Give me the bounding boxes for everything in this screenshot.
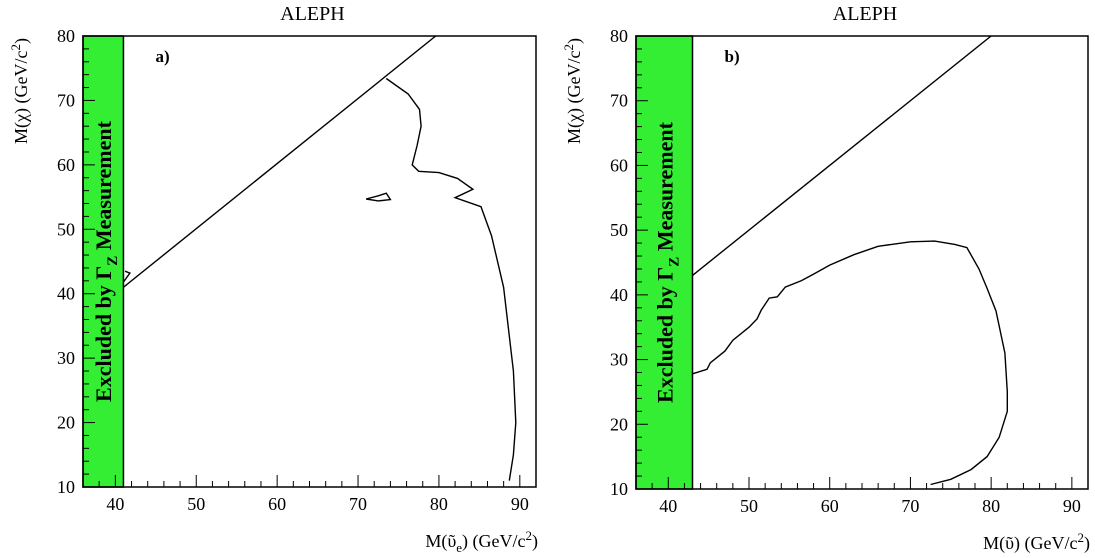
x-tick-label: 80	[430, 494, 448, 514]
excluded-band-label: Excluded by ΓZ Measurement	[652, 121, 682, 403]
chart-title: ALEPH	[280, 3, 344, 25]
panel-label: a)	[155, 47, 169, 66]
plot-frame	[82, 35, 537, 488]
chart-title: ALEPH	[833, 3, 897, 25]
x-tick-label: 70	[349, 494, 367, 514]
x-tick-label: 80	[982, 496, 1000, 516]
x-axis-label: M(ῦe) (GeV/c2)	[425, 528, 538, 555]
x-tick-label: 90	[511, 494, 529, 514]
panel-label: b)	[725, 47, 740, 66]
x-tick-label: 60	[821, 496, 839, 516]
y-tick-label: 40	[610, 285, 628, 305]
x-tick-label: 50	[187, 494, 205, 514]
y-tick-label: 30	[57, 348, 75, 368]
series-line-0	[122, 36, 437, 288]
series-line-3	[365, 192, 392, 202]
series-group	[122, 36, 517, 481]
x-tick-label: 60	[268, 494, 286, 514]
y-tick-label: 20	[610, 414, 628, 434]
y-axis-label: M(χ) (GeV/c2)	[8, 38, 32, 144]
plot-frame	[635, 35, 1089, 490]
x-tick-label: 90	[1063, 496, 1081, 516]
series-line-1	[692, 240, 1008, 486]
excluded-band	[82, 35, 125, 488]
panel-a: Excluded by ΓZ Measurement 40 50 60 70 80 90 10…	[8, 3, 538, 555]
y-tick-label: 70	[610, 91, 628, 111]
y-tick-label: 60	[57, 155, 75, 175]
y-tick-label: 60	[610, 155, 628, 175]
x-tick-label: 40	[106, 494, 124, 514]
y-tick-label: 20	[57, 413, 75, 433]
x-tick-label: 70	[901, 496, 919, 516]
x-tick-label: 50	[740, 496, 758, 516]
x-axis-label: M(ῦ) (GeV/c2)	[983, 530, 1090, 554]
y-tick-label: 50	[610, 220, 628, 240]
y-tick-label: 30	[610, 350, 628, 370]
x-tick-label: 40	[659, 496, 677, 516]
y-tick-label: 70	[57, 90, 75, 110]
y-tick-label: 10	[610, 479, 628, 499]
y-tick-label: 80	[57, 26, 75, 46]
series-line-2	[385, 77, 517, 481]
y-tick-label: 40	[57, 284, 75, 304]
series-line-1	[122, 270, 131, 283]
y-tick-label: 80	[610, 26, 628, 46]
series-line-0	[692, 36, 992, 276]
panel-b: Excluded by ΓZ Measurement 40 50 60 70 80 90 10…	[561, 3, 1090, 554]
y-axis-label: M(χ) (GeV/c2)	[561, 38, 585, 144]
excluded-band	[635, 35, 694, 490]
y-tick-label: 10	[57, 477, 75, 497]
series-group	[692, 36, 1008, 486]
y-tick-label: 50	[57, 219, 75, 239]
excluded-band-label: Excluded by ΓZ Measurement	[91, 120, 121, 402]
